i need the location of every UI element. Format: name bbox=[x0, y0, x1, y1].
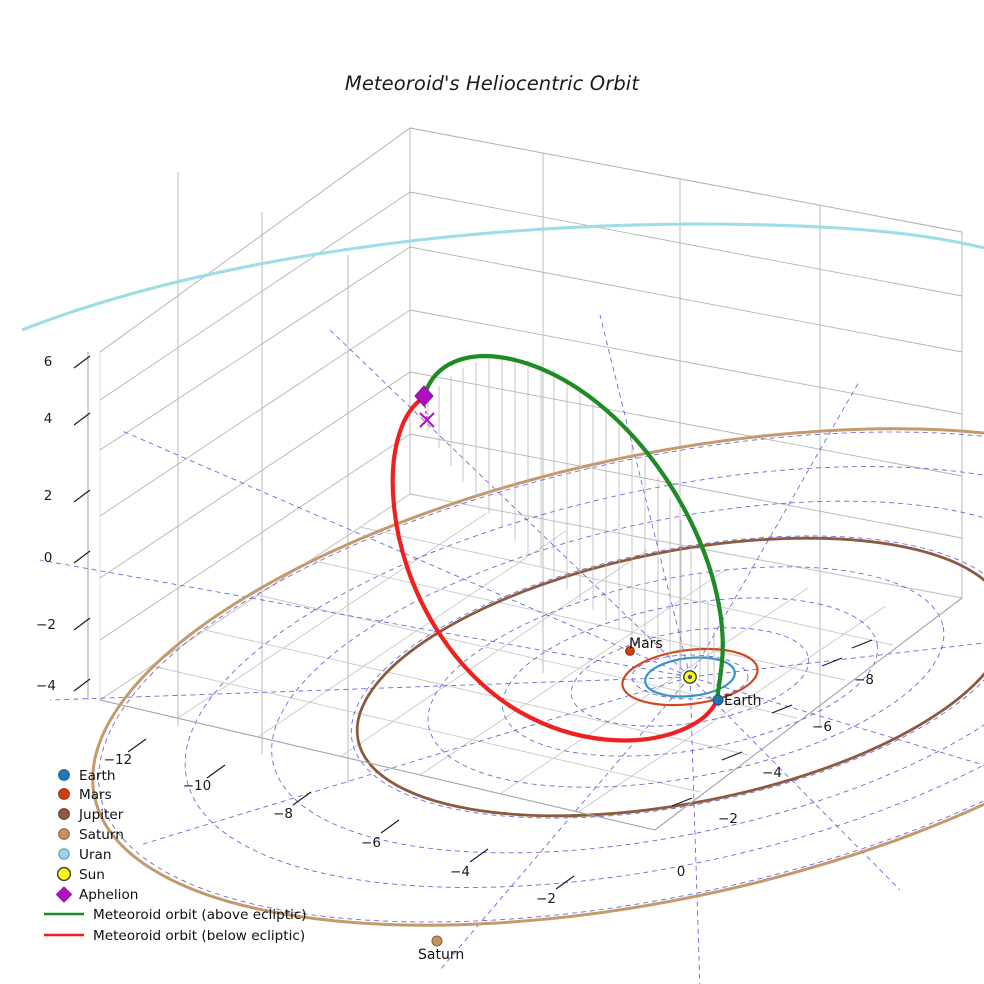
x-tick: −12 bbox=[104, 752, 133, 768]
x-axis-tick-labels: −12 −10 −8 −6 −4 −2 0 bbox=[104, 752, 686, 907]
orbit-saturn bbox=[91, 427, 984, 927]
meteoroid-above-ecliptic bbox=[421, 353, 725, 703]
earth-marker bbox=[712, 694, 724, 706]
legend-marker-sun bbox=[56, 866, 72, 882]
meteoroid-below-ecliptic bbox=[390, 395, 720, 743]
sun-core-icon bbox=[687, 674, 693, 680]
polar-grid-overlay bbox=[39, 314, 984, 984]
x-tick: −2 bbox=[536, 891, 556, 907]
aphelion-marker bbox=[414, 385, 434, 407]
aphelion-group bbox=[414, 385, 435, 428]
axis-spines bbox=[87, 352, 963, 831]
z-tick: 6 bbox=[44, 354, 53, 370]
meteoroid-droplines bbox=[427, 356, 715, 689]
y-tick: −2 bbox=[718, 811, 738, 827]
legend-marker-jupiter bbox=[58, 808, 70, 820]
aphelion-projection-x-icon bbox=[419, 412, 435, 428]
orbit-meteoroid bbox=[390, 353, 725, 743]
x-tick: −10 bbox=[183, 778, 212, 794]
planet-markers: Earth Mars Saturn bbox=[418, 636, 762, 963]
y-tick: −8 bbox=[854, 672, 874, 688]
legend-label-jupiter: Jupiter bbox=[78, 807, 124, 823]
saturn-label: Saturn bbox=[418, 947, 464, 963]
z-tick: 2 bbox=[44, 488, 53, 504]
orbit-earth bbox=[644, 656, 736, 698]
y-tick: −4 bbox=[762, 765, 782, 781]
legend-label-saturn: Saturn bbox=[79, 827, 124, 843]
axes3d-back-panes bbox=[99, 127, 963, 783]
legend-marker-earth bbox=[58, 769, 70, 781]
earth-label: Earth bbox=[724, 693, 762, 709]
x-tick: −6 bbox=[361, 835, 381, 851]
legend-marker-saturn bbox=[58, 828, 70, 840]
legend-label-sun: Sun bbox=[79, 867, 105, 883]
orbit-uran bbox=[21, 222, 984, 332]
legend: Earth Mars Jupiter Saturn Uran Sun Aphel… bbox=[44, 768, 307, 944]
legend-label-mars: Mars bbox=[79, 787, 112, 803]
z-tick: −2 bbox=[36, 617, 56, 633]
z-tick: 0 bbox=[44, 550, 53, 566]
legend-marker-mars bbox=[58, 788, 70, 800]
page-title: Meteoroid's Heliocentric Orbit bbox=[344, 72, 640, 95]
orbit-mars bbox=[621, 647, 759, 707]
legend-label-aphelion: Aphelion bbox=[79, 887, 138, 903]
orbit-jupiter bbox=[355, 536, 984, 818]
legend-label-below: Meteoroid orbit (below ecliptic) bbox=[93, 928, 305, 944]
legend-label-earth: Earth bbox=[79, 768, 115, 784]
x-tick: −4 bbox=[450, 864, 470, 880]
legend-marker-uran bbox=[58, 848, 70, 860]
mars-label: Mars bbox=[629, 636, 663, 652]
y-axis-tick-labels: −8 −6 −4 −2 bbox=[718, 672, 874, 827]
mars-marker bbox=[625, 646, 635, 656]
y-tick: −6 bbox=[812, 719, 832, 735]
legend-marker-aphelion bbox=[55, 886, 73, 903]
legend-label-above: Meteoroid orbit (above ecliptic) bbox=[93, 907, 307, 923]
x-tick: 0 bbox=[677, 864, 686, 880]
z-tick: 4 bbox=[44, 411, 53, 427]
z-tick: −4 bbox=[36, 678, 56, 694]
legend-label-uran: Uran bbox=[79, 847, 111, 863]
z-axis-tick-labels: 6 4 2 0 −2 −4 bbox=[36, 354, 56, 694]
x-tick: −8 bbox=[273, 806, 293, 822]
saturn-marker bbox=[431, 935, 443, 947]
axis-tick-marks bbox=[73, 355, 873, 890]
